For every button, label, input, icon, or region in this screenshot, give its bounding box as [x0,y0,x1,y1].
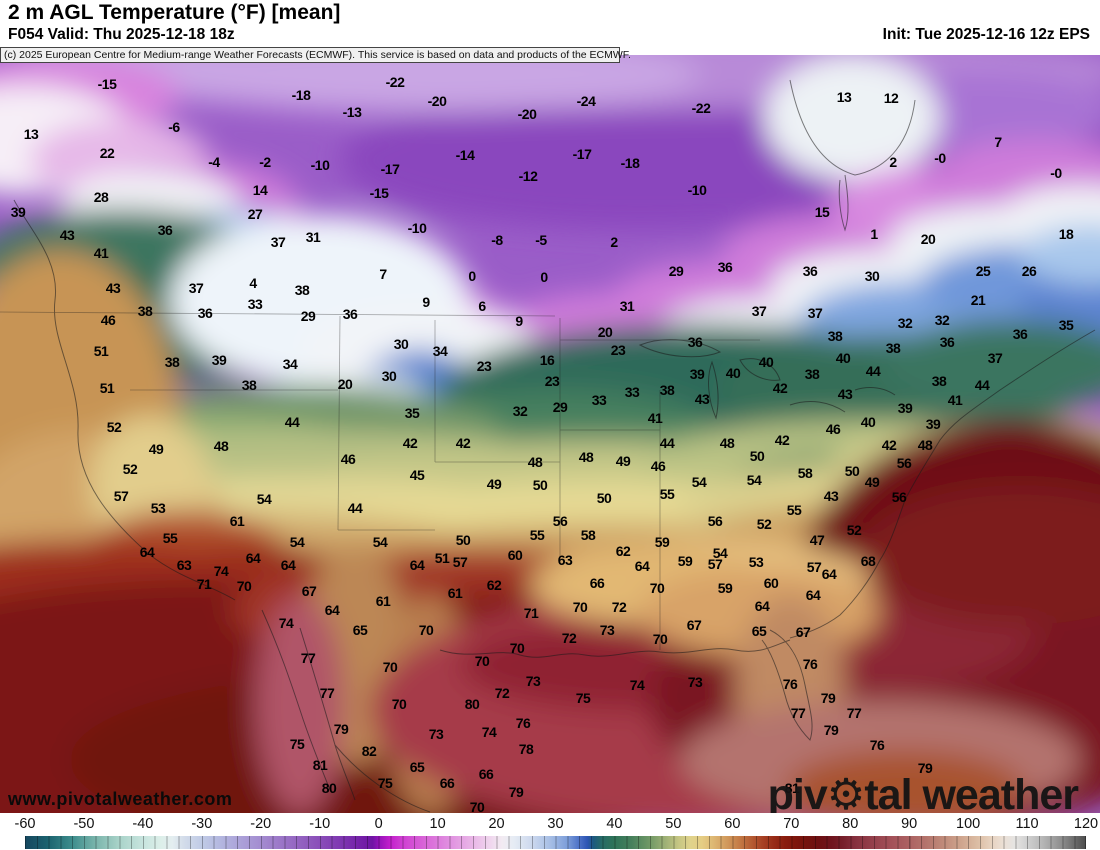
colorbar-tick-label: 10 [429,816,446,832]
colorbar-tick-label: -50 [73,816,95,832]
colorbar-tick-label: 40 [606,816,623,832]
colorbar-tick-label: -20 [250,816,272,832]
colorbar-strip [25,836,1086,849]
valid-time-label: F054 Valid: Thu 2025-12-18 18z [8,26,235,43]
map-borders [0,79,1096,813]
colorbar-tick-label: 50 [665,816,682,832]
colorbar-tick-label: 60 [724,816,741,832]
colorbar-tick-label: 100 [956,816,981,832]
colorbar-segment-ticks [25,836,1086,849]
gear-icon: ⚙ [826,771,866,819]
brand-part2: tal weather [864,771,1079,819]
colorbar-tick-label: 120 [1073,816,1099,832]
colorbar-tick-label: 110 [1015,816,1039,832]
colorbar-tick-label: -10 [309,816,331,832]
map-canvas [0,55,1100,813]
colorbar-tick-label: 30 [547,816,564,832]
header: 2 m AGL Temperature (°F) [mean] F054 Val… [0,0,1100,55]
colorbar-tick-label: -60 [14,816,36,832]
colorbar-tick-label: -30 [191,816,213,832]
colorbar-tick-label: 70 [783,816,800,832]
page-title: 2 m AGL Temperature (°F) [mean] [8,1,341,24]
watermark-url: www.pivotalweather.com [8,789,233,809]
copyright-bar: (c) 2025 European Centre for Medium-rang… [0,47,631,63]
colorbar-tick-label: -40 [132,816,154,832]
watermark-brand: piv⚙tal weather [767,770,1079,820]
colorbar-tick-label: 90 [901,816,918,832]
temperature-field [0,55,1100,813]
colorbar-tick-label: 20 [488,816,505,832]
colorbar-tick-label: 0 [374,816,383,832]
colorbar: -60 -50 -40 -30 -20 -10 0 10 20 30 40 50 60 70 80 90 100… [0,813,1100,850]
colorbar-tick-label: 80 [842,816,859,832]
brand-part1: piv [767,771,828,819]
init-time-label: Init: Tue 2025-12-16 12z EPS [882,26,1090,43]
